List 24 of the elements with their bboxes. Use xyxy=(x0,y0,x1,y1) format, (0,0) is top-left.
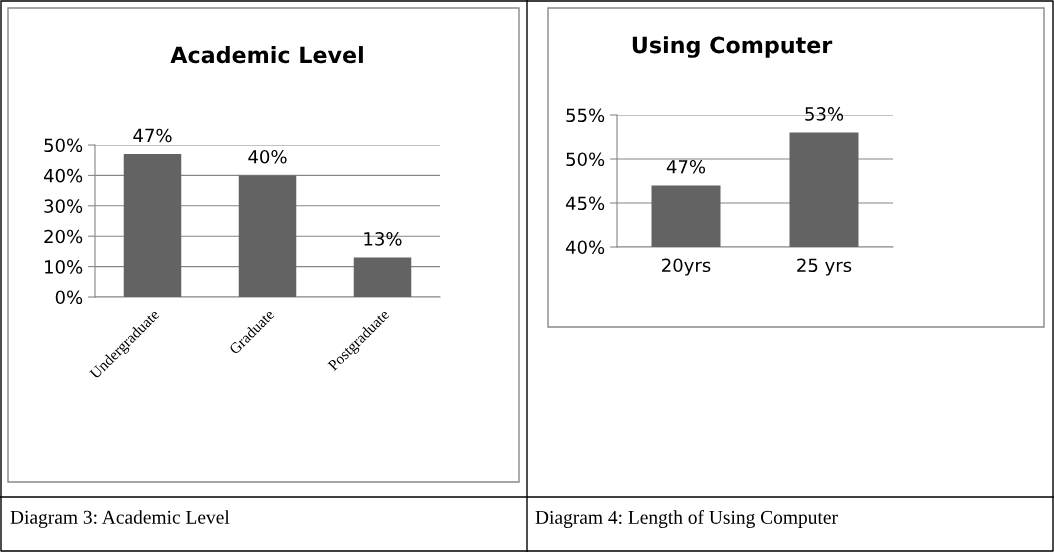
bar xyxy=(238,175,297,297)
data-label: 47% xyxy=(133,128,172,143)
x-tick-label: 20yrs xyxy=(662,258,711,276)
y-tick-label: 20% xyxy=(44,229,83,244)
y-tick-label: 30% xyxy=(44,199,83,213)
data-label: 53% xyxy=(805,107,844,121)
x-tick-label: 25 yrs xyxy=(797,258,852,276)
y-tick-label: 45% xyxy=(565,196,605,211)
y-tick-label: 0% xyxy=(55,290,83,305)
chart-title: Academic Level xyxy=(170,46,363,64)
data-label: 13% xyxy=(364,231,402,246)
data-label: 47% xyxy=(666,159,706,174)
y-tick-label: 50% xyxy=(566,152,605,167)
text: Diagram 4: Length of Using Computer xyxy=(535,510,838,528)
y-tick-label: 55% xyxy=(566,108,605,123)
y-tick-label: 10% xyxy=(45,260,83,274)
text: Diagram 3: Academic Level xyxy=(10,510,230,528)
bar xyxy=(353,257,412,297)
y-tick-label: 40% xyxy=(565,240,605,255)
y-tick-label: 50% xyxy=(44,138,83,153)
chart-title: Using Computer xyxy=(632,36,833,58)
bar xyxy=(123,154,182,297)
y-tick-label: 40% xyxy=(43,168,83,183)
data-label: 40% xyxy=(248,149,287,164)
